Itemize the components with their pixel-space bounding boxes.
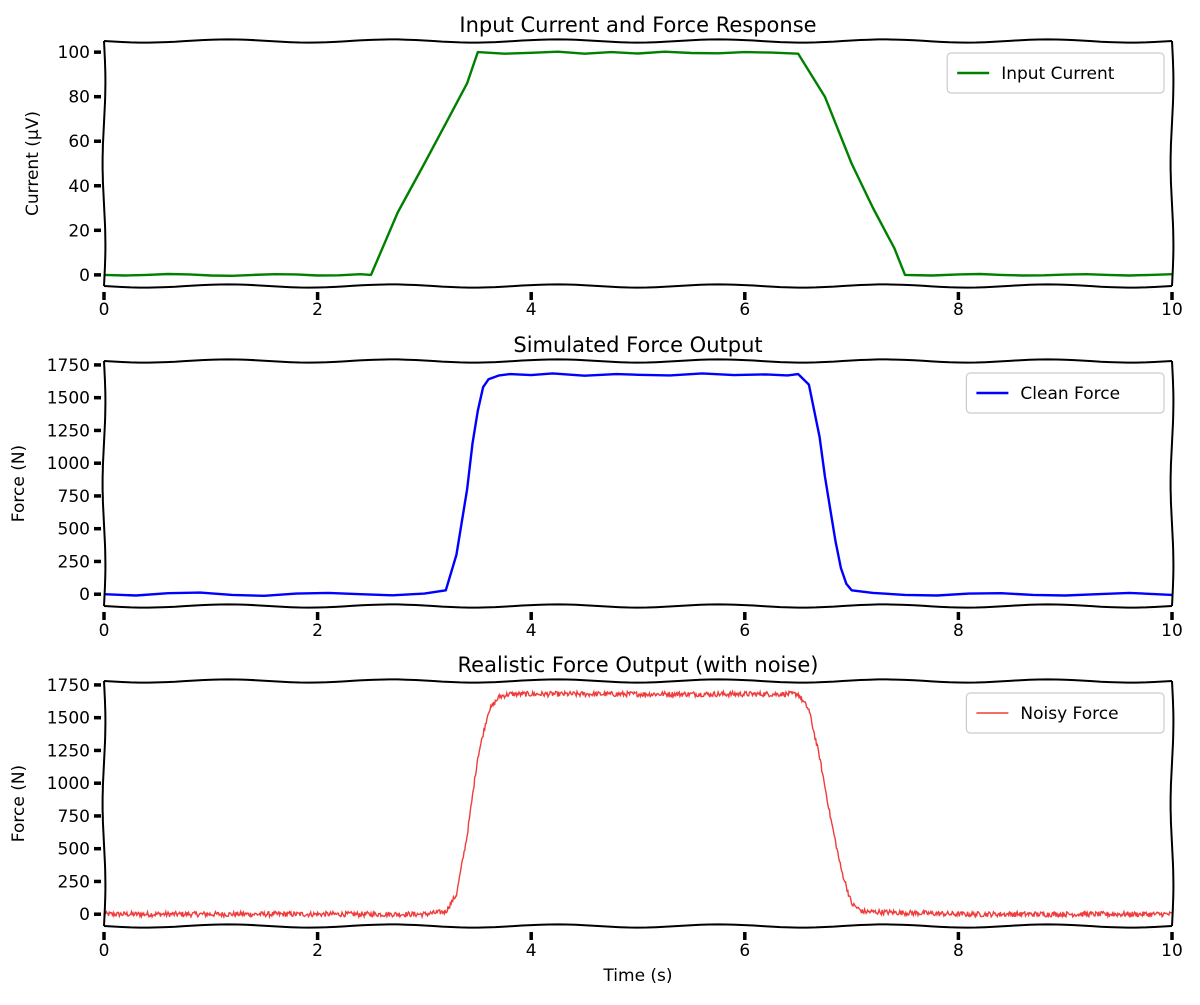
x-tick-label: 10	[1161, 300, 1183, 320]
x-tick-label: 0	[99, 621, 110, 641]
y-tick-label: 1250	[47, 421, 90, 441]
legend-label: Noisy Force	[1020, 704, 1118, 724]
y-tick-label: 0	[79, 585, 90, 605]
chart-title: Simulated Force Output	[513, 333, 762, 357]
x-axis-label: Time (s)	[602, 966, 672, 986]
series-line-clean-force	[103, 372, 1173, 597]
x-tick-label: 0	[99, 941, 110, 961]
right-spine	[1169, 680, 1175, 927]
y-tick-label: 80	[68, 88, 90, 108]
legend: Input Current	[946, 52, 1165, 94]
legend-box	[946, 52, 1165, 94]
right-spine	[1169, 360, 1175, 607]
y-tick-label: 250	[58, 872, 90, 892]
y-tick-label: 750	[58, 487, 90, 507]
y-tick-label: 1500	[47, 709, 90, 729]
x-tick-label: 6	[739, 621, 750, 641]
legend-box	[965, 372, 1165, 414]
chart-panel-3: Realistic Force Output (with noise) Force…	[9, 653, 1183, 986]
x-tick-label: 2	[312, 621, 323, 641]
top-spine	[103, 358, 1173, 364]
y-tick-label: 0	[79, 905, 90, 925]
x-tick-label: 10	[1161, 941, 1183, 961]
top-spine	[103, 678, 1173, 684]
y-tick-label: 500	[58, 840, 90, 860]
y-tick-label: 500	[58, 520, 90, 540]
y-tick-label: 60	[68, 132, 90, 152]
chart-panel-1: Input Current and Force Response Current …	[23, 13, 1183, 320]
y-tick-label: 1750	[47, 676, 90, 696]
y-tick-label: 20	[68, 221, 90, 241]
x-tick-label: 4	[526, 621, 537, 641]
x-tick-label: 0	[99, 300, 110, 320]
y-axis-label: Current (µV)	[23, 111, 43, 216]
x-tick-label: 8	[953, 941, 964, 961]
bottom-spine	[103, 603, 1173, 609]
y-axis-label: Force (N)	[9, 445, 29, 522]
left-spine	[101, 40, 107, 287]
bottom-spine	[103, 283, 1173, 289]
x-tick-label: 4	[526, 941, 537, 961]
x-tick-label: 8	[953, 300, 964, 320]
y-tick-label: 100	[58, 43, 90, 63]
series-line-noisy-force	[103, 688, 1172, 920]
y-tick-label: 0	[79, 266, 90, 286]
x-tick-label: 8	[953, 621, 964, 641]
series-line-input-current	[103, 50, 1173, 277]
y-tick-label: 1250	[47, 741, 90, 761]
left-spine	[101, 360, 107, 607]
top-spine	[103, 38, 1173, 44]
y-tick-label: 1500	[47, 389, 90, 409]
x-tick-label: 2	[312, 300, 323, 320]
right-spine	[1169, 40, 1175, 287]
x-tick-label: 6	[739, 300, 750, 320]
x-tick-label: 6	[739, 941, 750, 961]
y-tick-label: 1000	[47, 774, 90, 794]
chart-panel-2: Simulated Force Output Force (N) 0 2 4 6 8 10 0 2…	[9, 333, 1183, 641]
x-tick-label: 4	[526, 300, 537, 320]
y-tick-label: 250	[58, 552, 90, 572]
y-tick-label: 40	[68, 177, 90, 197]
legend-label: Clean Force	[1020, 384, 1120, 404]
left-spine	[101, 680, 107, 927]
y-tick-label: 750	[58, 807, 90, 827]
bottom-spine	[103, 923, 1173, 929]
y-tick-label: 1000	[47, 454, 90, 474]
x-tick-label: 10	[1161, 621, 1183, 641]
legend-box	[965, 692, 1165, 734]
x-tick-label: 2	[312, 941, 323, 961]
legend: Noisy Force	[965, 692, 1165, 734]
legend-label: Input Current	[1001, 64, 1115, 84]
chart-title: Input Current and Force Response	[459, 13, 816, 37]
y-axis-label: Force (N)	[9, 765, 29, 842]
y-tick-label: 1750	[47, 356, 90, 376]
legend: Clean Force	[965, 372, 1165, 414]
chart-title: Realistic Force Output (with noise)	[458, 653, 819, 677]
